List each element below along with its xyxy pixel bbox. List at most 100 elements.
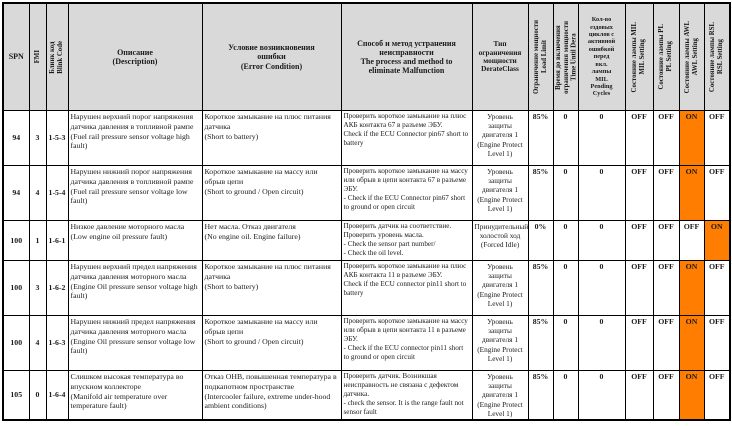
cell-spn: 100 xyxy=(2,315,30,371)
cell-description: Слишком высокая температура во впускном … xyxy=(67,369,203,421)
cell-mil-setting: OFF xyxy=(624,165,654,221)
header-spn-label: SPN xyxy=(8,52,24,62)
header-remedy: Способ и метод устранения неисправности … xyxy=(340,2,473,111)
cell-load-limit: 85% xyxy=(527,260,554,316)
header-spn: SPN xyxy=(2,2,30,111)
fault-table-row: 100 4 1-6-3 Нарушен нижний предел напряж… xyxy=(2,315,731,371)
cell-load-limit: 85% xyxy=(527,165,554,221)
header-mil-pending-cycles: Кол-во ездовых циклов с активной ошибкой… xyxy=(577,2,626,111)
cell-time-until-derate: 0 xyxy=(552,165,579,221)
cell-rsl-setting: OFF xyxy=(703,260,731,316)
cell-pl-setting: OFF xyxy=(652,165,680,221)
cell-mil-pending-cycles: 0 xyxy=(577,369,626,421)
header-pl-setting: Состояние лампы PL PL Setting xyxy=(652,2,680,111)
header-remedy-label: Способ и метод устранения неисправности … xyxy=(357,38,456,76)
cell-pl-setting: OFF xyxy=(652,369,680,421)
cell-rsl-setting: OFF xyxy=(703,165,731,221)
cell-blink-code: 1-5-4 xyxy=(45,165,69,221)
header-load-limit-label: Ограничение мощности Load Limit xyxy=(532,19,548,95)
cell-remedy: Проверить короткое замыкание на плюс АКБ… xyxy=(340,110,473,166)
header-error-condition-label: Условие возникновения ошибки (Error Cond… xyxy=(228,43,315,71)
fault-table-row: 94 4 1-5-4 Нарушен нижний порог напряжен… xyxy=(2,165,731,221)
cell-description: Низкое давление моторного масла (Low eng… xyxy=(67,220,203,261)
cell-description: Нарушен нижний предел напряжения датчика… xyxy=(67,315,203,371)
table-header-row: SPN FMI Блинк код Blink Code Описание (D… xyxy=(2,2,731,111)
fault-table-row: 105 0 1-6-4 Слишком высокая температура … xyxy=(2,369,731,421)
cell-fmi: 3 xyxy=(28,110,47,166)
cell-error-condition: Отказ ОНВ, повышенная температура в подк… xyxy=(201,369,342,421)
cell-load-limit: 0% xyxy=(527,220,554,261)
cell-derate-class: Уровень защиты двигателя 1 (Engine Prote… xyxy=(471,260,529,316)
cell-description: Нарушен верхний предел напряжения датчик… xyxy=(67,260,203,316)
header-mil-pending-cycles-label: Кол-во ездовых циклов с активной ошибкой… xyxy=(587,16,616,98)
cell-mil-setting: OFF xyxy=(624,220,654,261)
cell-rsl-setting: OFF xyxy=(703,110,731,166)
cell-spn: 94 xyxy=(2,165,30,221)
cell-remedy: Проверить датчик. Возникшая неисправност… xyxy=(340,369,473,421)
header-description: Описание (Description) xyxy=(67,2,203,111)
cell-awl-setting: ON xyxy=(678,110,705,166)
cell-load-limit: 85% xyxy=(527,369,554,421)
cell-rsl-setting: ON xyxy=(703,220,731,261)
header-pl-setting-label: Состояние лампы PL PL Setting xyxy=(658,24,673,90)
fault-table-row: 94 3 1-5-3 Нарушен верхний порог напряже… xyxy=(2,110,731,166)
header-blink-code: Блинк код Blink Code xyxy=(45,2,69,111)
cell-awl-setting: ON xyxy=(678,260,705,316)
cell-error-condition: Нет масла. Отказ двигателя (No engine oi… xyxy=(201,220,342,261)
cell-derate-class: Уровень защиты двигателя 1 (Engine Prote… xyxy=(471,315,529,371)
header-derate-class: Тип ограничения мощности DerateClass xyxy=(471,2,529,111)
cell-load-limit: 85% xyxy=(527,110,554,166)
cell-mil-pending-cycles: 0 xyxy=(577,220,626,261)
cell-derate-class: Уровень защиты двигателя 1 (Engine Prote… xyxy=(471,165,529,221)
cell-blink-code: 1-5-3 xyxy=(45,110,69,166)
cell-time-until-derate: 0 xyxy=(552,315,579,371)
cell-spn: 105 xyxy=(2,369,30,421)
header-derate-class-label: Тип ограничения мощности DerateClass xyxy=(478,39,522,74)
cell-remedy: Проверить короткое замыкание на плюс АКБ… xyxy=(340,260,473,316)
cell-awl-setting: OFF xyxy=(678,220,705,261)
header-rsl-setting-label: Состояние лампы RSL RSL Setting xyxy=(708,21,724,93)
cell-remedy: Проверить короткое замыкание на массу ил… xyxy=(340,315,473,371)
cell-pl-setting: OFF xyxy=(652,220,680,261)
cell-mil-setting: OFF xyxy=(624,260,654,316)
cell-fmi: 1 xyxy=(28,220,47,261)
cell-fmi: 4 xyxy=(28,315,47,371)
header-fmi: FMI xyxy=(28,2,47,111)
header-time-until-derate-label: Время до включения ограничения мощности … xyxy=(554,20,578,94)
header-rsl-setting: Состояние лампы RSL RSL Setting xyxy=(703,2,731,111)
cell-derate-class: Уровень защиты двигателя 1 (Engine Prote… xyxy=(471,110,529,166)
header-time-until-derate: Время до включения ограничения мощности … xyxy=(552,2,579,111)
cell-description: Нарушен нижний порог напряжения датчика … xyxy=(67,165,203,221)
cell-spn: 100 xyxy=(2,260,30,316)
fault-table-row: 100 3 1-6-2 Нарушен верхний предел напря… xyxy=(2,260,731,316)
cell-blink-code: 1-6-1 xyxy=(45,220,69,261)
cell-awl-setting: ON xyxy=(678,369,705,421)
header-load-limit: Ограничение мощности Load Limit xyxy=(527,2,554,111)
cell-spn: 94 xyxy=(2,110,30,166)
cell-rsl-setting: OFF xyxy=(703,369,731,421)
cell-time-until-derate: 0 xyxy=(552,110,579,166)
header-awl-setting: Состояние лампы AWL AWL Setting xyxy=(678,2,705,111)
cell-error-condition: Короткое замыкание на массу или обрыв це… xyxy=(201,315,342,371)
cell-blink-code: 1-6-2 xyxy=(45,260,69,316)
cell-error-condition: Короткое замыкание на массу или обрыв це… xyxy=(201,165,342,221)
cell-mil-setting: OFF xyxy=(624,315,654,371)
cell-remedy: Проверить короткое замыкание на массу ил… xyxy=(340,165,473,221)
cell-blink-code: 1-6-3 xyxy=(45,315,69,371)
header-awl-setting-label: Состояние лампы AWL AWL Setting xyxy=(683,20,699,94)
cell-derate-class: Принудительный холостой ход (Forced Idle… xyxy=(471,220,529,261)
fault-code-table: SPN FMI Блинк код Blink Code Описание (D… xyxy=(2,2,731,421)
cell-description: Нарушен верхний порог напряжения датчика… xyxy=(67,110,203,166)
cell-mil-pending-cycles: 0 xyxy=(577,260,626,316)
cell-time-until-derate: 0 xyxy=(552,369,579,421)
fault-table-body: 94 3 1-5-3 Нарушен верхний порог напряже… xyxy=(2,110,731,421)
header-mil-setting-label: Состояние лампы MIL MIL Setting xyxy=(631,21,646,93)
cell-pl-setting: OFF xyxy=(652,260,680,316)
cell-error-condition: Короткое замыкание на плюс питания датчи… xyxy=(201,110,342,166)
cell-fmi: 3 xyxy=(28,260,47,316)
cell-error-condition: Короткое замыкание на плюс питания датчи… xyxy=(201,260,342,316)
cell-fmi: 4 xyxy=(28,165,47,221)
cell-time-until-derate: 0 xyxy=(552,260,579,316)
cell-spn: 100 xyxy=(2,220,30,261)
cell-awl-setting: ON xyxy=(678,315,705,371)
